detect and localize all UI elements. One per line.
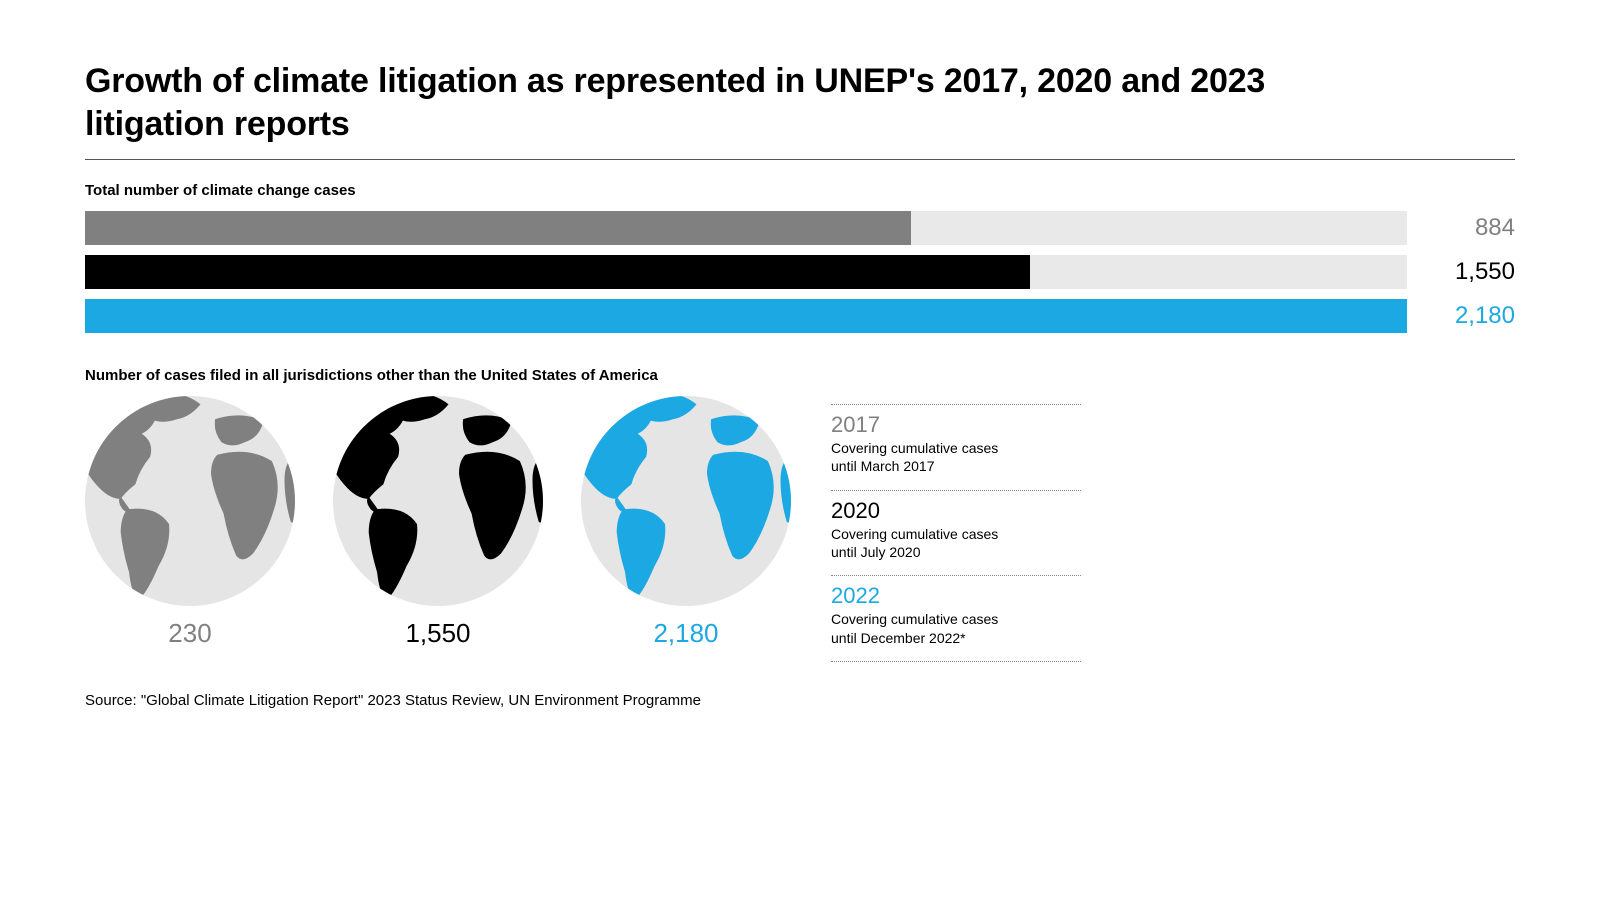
legend-item: 2022Covering cumulative cases until Dece…	[831, 575, 1081, 662]
legend: 2017Covering cumulative cases until Marc…	[831, 396, 1081, 662]
bar-row: 1,550	[85, 255, 1515, 289]
title-rule	[85, 159, 1515, 160]
legend-year: 2017	[831, 413, 1081, 437]
bars-subhead: Total number of climate change cases	[85, 182, 1515, 199]
bar-row: 2,180	[85, 299, 1515, 333]
bar-fill	[85, 255, 1030, 289]
bar-value-label: 2,180	[1407, 302, 1515, 330]
bar-fill	[85, 299, 1407, 333]
bar-row: 884	[85, 211, 1515, 245]
legend-desc: Covering cumulative cases until July 202…	[831, 525, 1081, 561]
globes-subhead: Number of cases filed in all jurisdictio…	[85, 367, 1515, 384]
chart-title: Growth of climate litigation as represen…	[85, 60, 1335, 145]
bar-value-label: 884	[1407, 214, 1515, 242]
globe-column: 1,550	[333, 396, 543, 649]
globe-icon	[85, 396, 295, 606]
globe-value-label: 1,550	[405, 618, 470, 649]
globe-column: 2,180	[581, 396, 791, 649]
bar-chart: 884 1,550 2,180	[85, 211, 1515, 333]
globe-icon	[333, 396, 543, 606]
legend-item: 2017Covering cumulative cases until Marc…	[831, 404, 1081, 490]
legend-year: 2022	[831, 584, 1081, 608]
source-text: Source: "Global Climate Litigation Repor…	[85, 692, 1515, 709]
legend-item: 2020Covering cumulative cases until July…	[831, 490, 1081, 576]
legend-year: 2020	[831, 499, 1081, 523]
globes-row: 230 1,550 2,180	[85, 396, 791, 649]
globe-value-label: 2,180	[653, 618, 718, 649]
globe-value-label: 230	[168, 618, 211, 649]
bar-fill	[85, 211, 911, 245]
legend-desc: Covering cumulative cases until March 20…	[831, 439, 1081, 475]
globe-column: 230	[85, 396, 295, 649]
bar-value-label: 1,550	[1407, 258, 1515, 286]
globe-icon	[581, 396, 791, 606]
legend-desc: Covering cumulative cases until December…	[831, 610, 1081, 646]
